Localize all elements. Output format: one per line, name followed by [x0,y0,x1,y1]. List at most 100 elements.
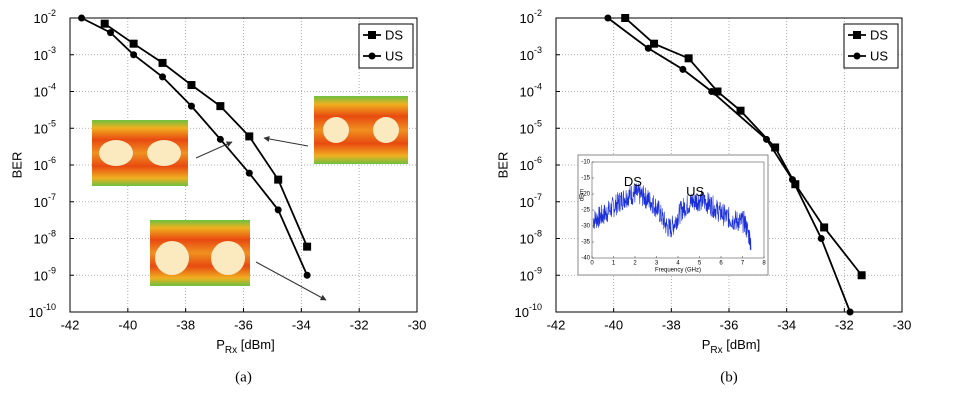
eye-opening [155,241,189,275]
x-label-unit: [dBm] [723,337,761,352]
eye-opening [211,241,245,275]
marker [818,235,825,242]
y-tick-label: 10-5 [34,119,56,137]
marker [246,170,253,177]
x-tick-label: -42 [547,317,566,332]
legend-marker [369,53,376,60]
tick-exp: -10 [43,302,56,312]
tick-exp: -6 [48,155,56,165]
y-tick-label: 10-4 [34,82,56,100]
inset-x-label: Frequency (GHz) [655,268,701,274]
tick-base: 10 [29,305,43,320]
tick-exp: -4 [534,82,542,92]
x-tick-label: -36 [720,317,739,332]
y-tick-label: 10-9 [34,266,56,284]
caption: (b) [720,369,738,385]
marker [847,309,854,316]
y-tick-label: 10-2 [520,8,542,26]
legend-label: US [385,48,403,63]
marker [274,176,282,184]
x-tick-label: -30 [408,317,427,332]
x-label-unit: [dBm] [237,337,275,352]
marker [107,29,114,36]
caption: (a) [235,369,252,385]
tick-exp: -9 [534,266,542,276]
y-tick-label: -25 [581,208,590,214]
x-label-main: P [702,337,711,352]
marker [304,272,311,279]
y-tick-label: 10-5 [520,119,542,137]
legend-label: DS [870,27,888,42]
y-tick-label: -35 [581,240,590,246]
x-tick-label: -30 [893,317,912,332]
marker [685,54,693,62]
x-tick-label: -38 [176,317,195,332]
tick-base: 10 [34,48,48,63]
marker [604,15,611,22]
marker [159,59,167,67]
marker [303,243,311,251]
marker [645,45,652,52]
eye-opening [147,140,181,166]
marker [130,51,137,58]
x-tick-label: -34 [777,317,796,332]
marker [789,176,796,183]
y-tick-label: 10-8 [520,229,542,247]
y-tick-label: 10-2 [34,8,56,26]
y-tick-label: 10-10 [515,302,542,320]
tick-base: 10 [34,269,48,284]
eye-opening [373,117,399,143]
marker [245,132,253,140]
tick-base: 10 [520,269,534,284]
tick-base: 10 [520,195,534,210]
tick-exp: -3 [534,45,542,55]
legend-label: DS [385,27,403,42]
y-tick-label: 10-7 [34,192,56,210]
x-tick-label: -40 [604,317,623,332]
marker [763,136,770,143]
tick-exp: -8 [534,229,542,239]
legend-label: US [870,48,888,63]
x-tick-label: -40 [118,317,137,332]
tick-base: 10 [34,11,48,26]
marker [679,66,686,73]
inset-y-label: dBm [580,189,586,201]
tick-exp: -6 [534,155,542,165]
tick-base: 10 [34,195,48,210]
y-tick-label: 10-6 [520,155,542,173]
marker [820,223,828,231]
tick-exp: -8 [48,229,56,239]
x-tick-label: -36 [234,317,253,332]
y-tick-label: 10-4 [520,82,542,100]
marker [187,81,195,89]
x-tick-label: -34 [292,317,311,332]
tick-exp: -9 [48,266,56,276]
tick-exp: -10 [529,302,542,312]
tick-base: 10 [520,48,534,63]
x-tick-label: -32 [835,317,854,332]
y-tick-label: -15 [581,176,590,182]
x-label-sub: Rx [225,345,237,356]
tick-exp: -5 [534,119,542,129]
tick-base: 10 [515,305,529,320]
y-tick-label: -40 [581,256,590,262]
marker [188,103,195,110]
marker [621,14,629,22]
y-tick-label: 10-9 [520,266,542,284]
x-tick-label: -32 [350,317,369,332]
figure: 10-1010-910-810-710-610-510-410-310-2-42… [0,0,961,394]
tick-exp: -2 [48,8,56,18]
marker [275,206,282,213]
marker [101,20,109,28]
x-axis-label: PRx [dBm] [216,337,274,355]
y-tick-label: 10-3 [520,45,542,63]
tick-base: 10 [520,122,534,137]
marker [130,40,138,48]
x-tick-label: -42 [61,317,80,332]
y-axis-label: BER [9,152,24,179]
x-tick-label: -38 [662,317,681,332]
y-tick-label: 10-8 [34,229,56,247]
eye-opening [323,117,349,143]
legend-marker [854,53,861,60]
y-tick-label: -30 [581,224,590,230]
